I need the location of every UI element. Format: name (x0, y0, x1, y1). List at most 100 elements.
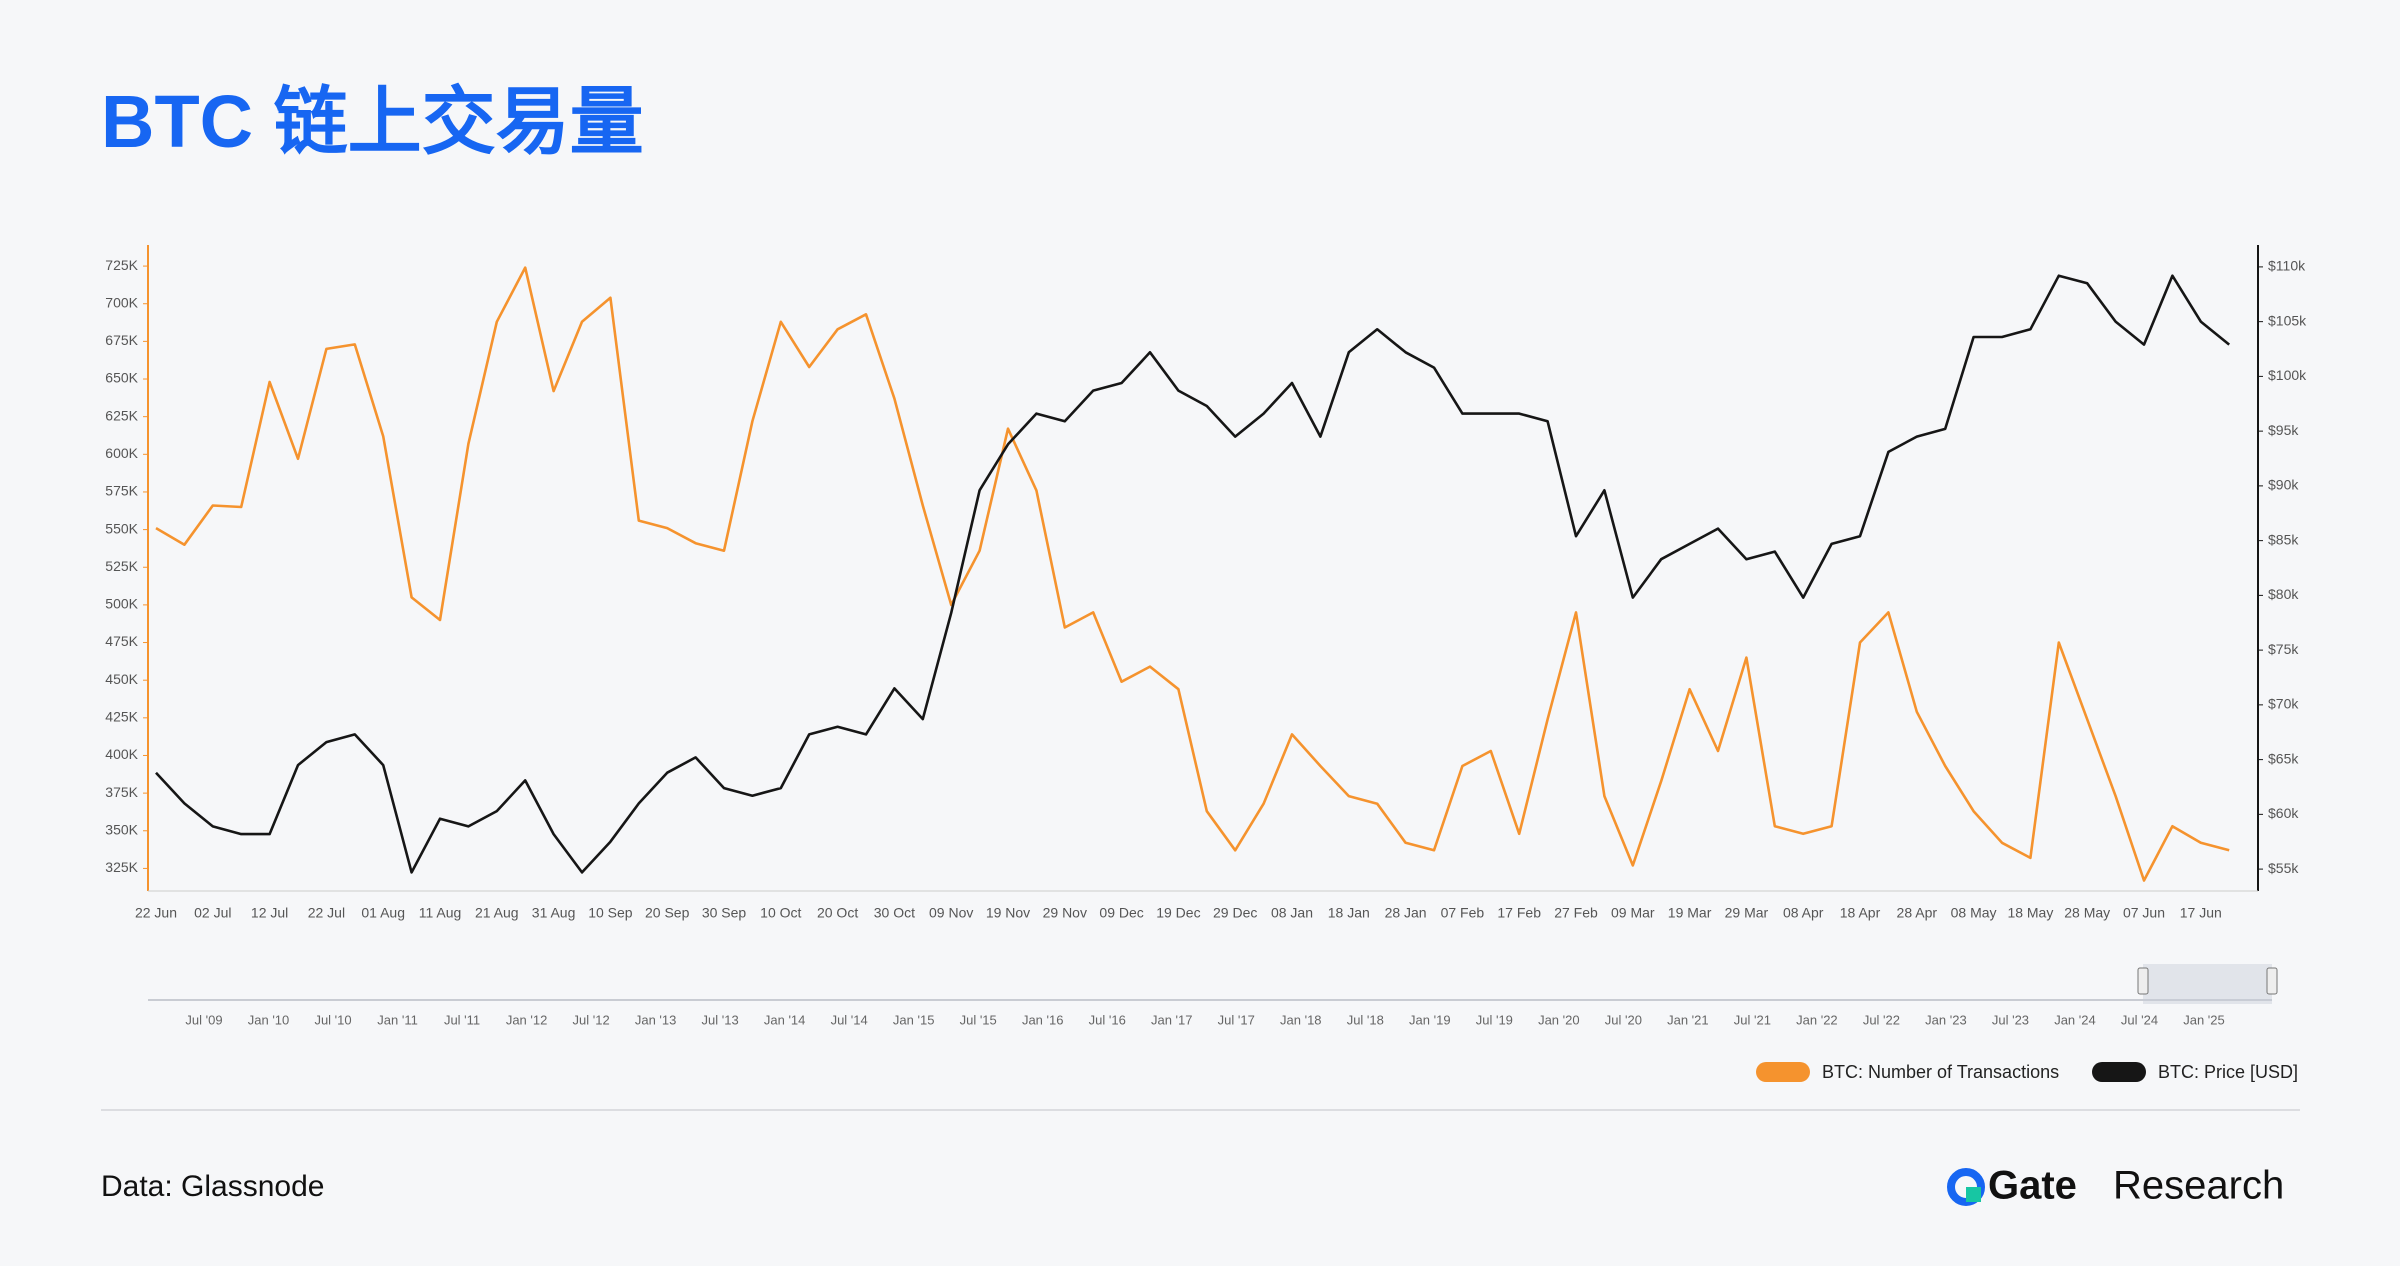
navigator-label: Jan '24 (2054, 1012, 2096, 1027)
x-tick-label: 31 Aug (532, 905, 576, 921)
navigator-label: Jan '25 (2183, 1012, 2225, 1027)
navigator-label: Jul '18 (1347, 1012, 1384, 1027)
x-tick-label: 28 Jan (1385, 905, 1427, 921)
y-tick-label: 375K (105, 784, 138, 800)
x-tick-label: 18 Jan (1328, 905, 1370, 921)
navigator-label: Jan '13 (635, 1012, 677, 1027)
navigator-label: Jan '22 (1796, 1012, 1838, 1027)
y-tick-label: 350K (105, 821, 138, 837)
navigator-label: Jan '23 (1925, 1012, 1967, 1027)
y2-tick-label: $80k (2268, 586, 2299, 602)
y-tick-label: 600K (105, 445, 138, 461)
x-tick-label: 30 Oct (874, 905, 915, 921)
x-tick-label: 21 Aug (475, 905, 519, 921)
y2-tick-label: $100k (2268, 367, 2307, 383)
navigator-label: Jul '23 (1992, 1012, 2029, 1027)
source-note: Data: Glassnode (101, 1170, 324, 1203)
y-tick-label: 325K (105, 859, 138, 875)
x-tick-label: 09 Dec (1099, 905, 1143, 921)
x-tick-label: 30 Sep (702, 905, 747, 921)
x-tick-label: 12 Jul (251, 905, 288, 921)
y-tick-label: 525K (105, 558, 138, 574)
logo-mark (1966, 1187, 1981, 1202)
navigator-label: Jan '21 (1667, 1012, 1709, 1027)
x-tick-label: 01 Aug (361, 905, 405, 921)
navigator-label: Jul '22 (1863, 1012, 1900, 1027)
navigator-label: Jan '14 (764, 1012, 806, 1027)
y2-tick-label: $105k (2268, 312, 2307, 328)
y-tick-label: 625K (105, 407, 138, 423)
navigator-label: Jan '17 (1151, 1012, 1193, 1027)
x-tick-label: 29 Dec (1213, 905, 1257, 921)
y-tick-label: 575K (105, 483, 138, 499)
navigator-label: Jan '15 (893, 1012, 935, 1027)
x-tick-label: 17 Jun (2180, 905, 2222, 921)
x-tick-label: 28 Apr (1897, 905, 1938, 921)
navigator-label: Jan '11 (377, 1012, 418, 1027)
y2-tick-label: $60k (2268, 805, 2299, 821)
y2-tick-label: $110k (2268, 258, 2306, 274)
series-line (155, 266, 2230, 882)
y-tick-label: 650K (105, 370, 138, 386)
y-tick-label: 475K (105, 633, 138, 649)
y2-tick-label: $75k (2268, 641, 2299, 657)
x-tick-label: 11 Aug (419, 905, 462, 921)
x-tick-label: 20 Sep (645, 905, 690, 921)
navigator-handle[interactable] (2137, 967, 2149, 995)
y-tick-label: 425K (105, 709, 138, 725)
x-tick-label: 02 Jul (194, 905, 231, 921)
y-tick-label: 450K (105, 671, 138, 687)
navigator-label: Jul '11 (444, 1012, 480, 1027)
x-tick-label: 09 Mar (1611, 905, 1655, 921)
x-tick-label: 08 Apr (1783, 905, 1824, 921)
y-tick-label: 400K (105, 746, 138, 762)
y2-tick-label: $65k (2268, 750, 2299, 766)
navigator-label: Jan '16 (1022, 1012, 1064, 1027)
navigator-label: Jan '12 (506, 1012, 548, 1027)
x-tick-label: 10 Oct (760, 905, 801, 921)
navigator-label: Jul '24 (2121, 1012, 2158, 1027)
legend-label: BTC: Price [USD] (2158, 1062, 2298, 1082)
y2-tick-label: $85k (2268, 531, 2299, 547)
x-tick-label: 27 Feb (1554, 905, 1598, 921)
x-tick-label: 08 May (1951, 905, 1997, 921)
navigator-window[interactable] (2143, 964, 2272, 1004)
x-tick-label: 19 Dec (1156, 905, 1200, 921)
legend-label: BTC: Number of Transactions (1822, 1062, 2059, 1082)
navigator-label: Jan '20 (1538, 1012, 1580, 1027)
y-tick-label: 675K (105, 332, 138, 348)
x-tick-label: 17 Feb (1497, 905, 1541, 921)
navigator-label: Jul '21 (1734, 1012, 1771, 1027)
y-tick-label: 700K (105, 294, 138, 310)
navigator-label: Jul '12 (573, 1012, 610, 1027)
navigator-label: Jan '10 (248, 1012, 290, 1027)
x-tick-label: 19 Nov (986, 905, 1030, 921)
chart-title: BTC 链上交易量 (101, 80, 644, 163)
x-tick-label: 19 Mar (1668, 905, 1712, 921)
x-tick-label: 18 Apr (1840, 905, 1881, 921)
brand-name: Gate (1988, 1164, 2077, 1208)
x-tick-label: 29 Nov (1043, 905, 1087, 921)
legend-swatch (1756, 1062, 1810, 1082)
x-tick-label: 18 May (2007, 905, 2053, 921)
navigator-label: Jul '09 (185, 1012, 222, 1027)
y2-tick-label: $70k (2268, 696, 2299, 712)
y2-tick-label: $90k (2268, 477, 2299, 493)
navigator-label: Jul '19 (1476, 1012, 1513, 1027)
navigator-label: Jan '18 (1280, 1012, 1322, 1027)
x-tick-label: 22 Jun (135, 905, 177, 921)
x-tick-label: 07 Jun (2123, 905, 2165, 921)
y-tick-label: 550K (105, 520, 138, 536)
navigator-label: Jul '13 (702, 1012, 739, 1027)
navigator-handle[interactable] (2266, 967, 2278, 995)
navigator-label: Jul '15 (960, 1012, 997, 1027)
x-tick-label: 29 Mar (1725, 905, 1769, 921)
x-tick-label: 10 Sep (588, 905, 633, 921)
legend-swatch (2092, 1062, 2146, 1082)
series-line (155, 274, 2231, 874)
y2-tick-label: $95k (2268, 422, 2299, 438)
navigator-label: Jul '10 (314, 1012, 351, 1027)
x-tick-label: 07 Feb (1441, 905, 1485, 921)
navigator-label: Jul '20 (1605, 1012, 1642, 1027)
